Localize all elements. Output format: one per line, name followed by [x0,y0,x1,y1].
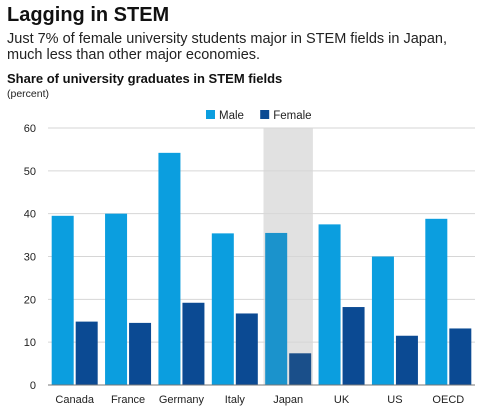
bar-male-germany [158,152,181,385]
bar-male-france [105,213,128,385]
bar-female-canada [75,321,98,385]
y-tick-label: 30 [24,252,36,264]
page-title: Lagging in STEM [7,4,170,26]
x-tick-label: Canada [55,394,94,406]
legend-label-male: Male [219,110,244,122]
x-tick-label: Japan [273,394,303,406]
bar-female-italy [235,313,258,385]
bar-female-germany [182,302,205,385]
page-subtitle: Just 7% of female university students ma… [7,31,448,63]
bar-male-uk [318,224,341,385]
y-tick-label: 40 [24,209,36,221]
y-tick-label: 50 [24,166,36,178]
bar-male-italy [211,233,234,385]
chart-title: Share of university graduates in STEM fi… [7,71,283,86]
x-tick-label: Germany [159,394,205,406]
y-tick-label: 60 [24,123,36,135]
legend-swatch-female [260,110,270,119]
y-tick-label: 10 [24,337,36,349]
bar-female-japan [289,353,312,385]
bar-male-japan [265,232,288,385]
bar-female-france [129,322,152,385]
x-tick-label: France [111,394,145,406]
x-tick-label: OECD [432,394,464,406]
x-tick-label: UK [334,394,350,406]
bar-female-uk [342,307,365,385]
bar-male-oecd [425,218,448,385]
chart-unit-label: (percent) [7,88,50,100]
bar-male-canada [51,215,74,385]
y-tick-label: 20 [24,294,36,306]
x-tick-label: Italy [225,394,246,406]
bar-female-oecd [449,328,472,385]
legend-swatch-male [206,110,215,119]
legend-label-female: Female [273,110,311,122]
x-tick-label: US [387,394,402,406]
bar-female-us [395,335,418,385]
bar-male-us [371,256,394,385]
y-tick-label: 0 [30,380,36,392]
